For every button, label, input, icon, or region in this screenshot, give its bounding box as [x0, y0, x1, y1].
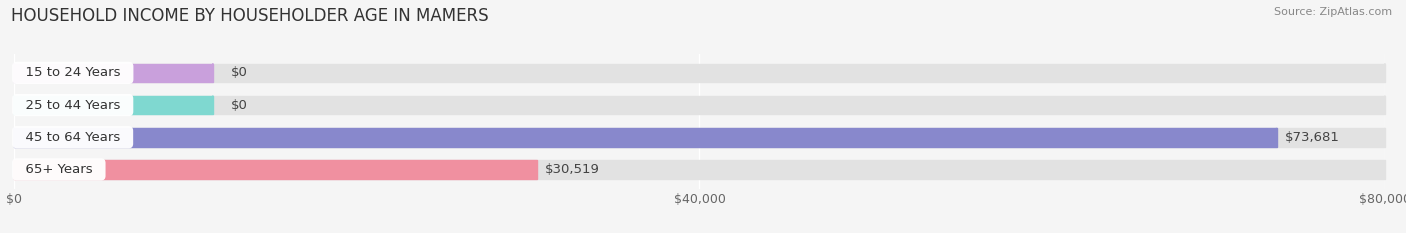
Text: Source: ZipAtlas.com: Source: ZipAtlas.com	[1274, 7, 1392, 17]
Text: $73,681: $73,681	[1285, 131, 1340, 144]
Bar	[14, 160, 1385, 179]
Bar	[14, 128, 1277, 147]
Bar	[14, 96, 212, 114]
Bar	[14, 160, 537, 179]
Text: $0: $0	[231, 66, 247, 79]
Bar	[14, 64, 212, 82]
Bar	[14, 128, 1385, 147]
Text: 15 to 24 Years: 15 to 24 Years	[17, 66, 129, 79]
Bar	[14, 64, 1385, 82]
Text: 45 to 64 Years: 45 to 64 Years	[17, 131, 128, 144]
Text: HOUSEHOLD INCOME BY HOUSEHOLDER AGE IN MAMERS: HOUSEHOLD INCOME BY HOUSEHOLDER AGE IN M…	[11, 7, 489, 25]
Text: $30,519: $30,519	[546, 163, 600, 176]
Text: $0: $0	[231, 99, 247, 112]
Text: 25 to 44 Years: 25 to 44 Years	[17, 99, 129, 112]
Bar	[14, 96, 1385, 114]
Text: 65+ Years: 65+ Years	[17, 163, 101, 176]
